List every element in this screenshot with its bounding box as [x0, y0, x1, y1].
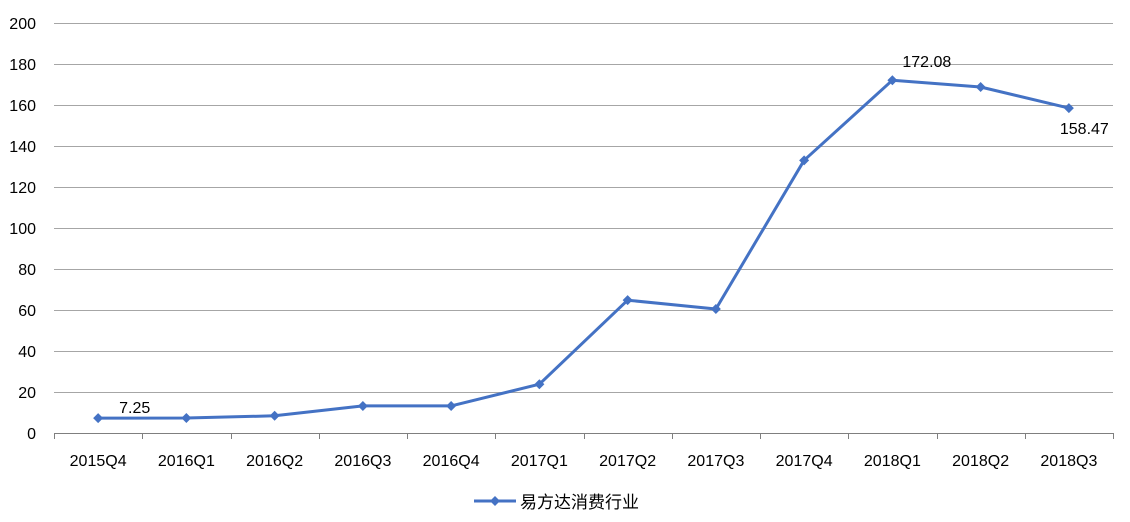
- data-point-2016Q4: [446, 400, 457, 411]
- data-point-2016Q2: [269, 410, 280, 421]
- y-tick-label-0: 0: [27, 426, 36, 443]
- data-point-2017Q3: [710, 303, 721, 314]
- data-point-2018Q1: [887, 75, 898, 86]
- y-axis-tick-labels: 0 20 40 60 80 100 120 140 160 180 200: [9, 16, 36, 443]
- data-label-2018Q1: 172.08: [902, 54, 951, 71]
- x-tick-label-2016Q2: 2016Q2: [246, 453, 303, 470]
- legend: 易方达消费行业: [474, 493, 639, 513]
- y-tick-label-60: 60: [18, 303, 36, 320]
- x-axis: [54, 433, 1114, 439]
- series-layer: [93, 75, 1074, 424]
- x-tick-label-2018Q3: 2018Q3: [1040, 453, 1097, 470]
- x-axis-tick-labels: 2015Q4 2016Q1 2016Q2 2016Q3 2016Q4 2017Q1 2017…: [70, 453, 1098, 470]
- data-point-2018Q2: [975, 81, 986, 92]
- x-tick-label-2017Q2: 2017Q2: [599, 453, 656, 470]
- x-tick-label-2016Q4: 2016Q4: [423, 453, 480, 470]
- data-point-2018Q3: [1063, 103, 1074, 114]
- y-tick-label-180: 180: [9, 57, 36, 74]
- data-labels: 7.25 172.08 158.47: [119, 54, 1109, 417]
- y-tick-label-20: 20: [18, 385, 36, 402]
- y-tick-label-200: 200: [9, 16, 36, 33]
- x-tick-label-2018Q1: 2018Q1: [864, 453, 921, 470]
- data-point-2015Q4: [93, 413, 104, 424]
- data-point-2016Q1: [181, 413, 192, 424]
- x-tick-label-2017Q3: 2017Q3: [687, 453, 744, 470]
- series-line-0: [96, 78, 1071, 420]
- data-point-2016Q3: [357, 400, 368, 411]
- y-tick-label-120: 120: [9, 180, 36, 197]
- gridlines: [54, 23, 1113, 393]
- data-point-2017Q2: [622, 295, 633, 306]
- y-tick-label-100: 100: [9, 221, 36, 238]
- x-tick-label-2016Q1: 2016Q1: [158, 453, 215, 470]
- x-tick-label-2016Q3: 2016Q3: [334, 453, 391, 470]
- y-tick-label-40: 40: [18, 344, 36, 361]
- data-label-2015Q4: 7.25: [119, 400, 150, 417]
- x-tick-label-2017Q4: 2017Q4: [776, 453, 833, 470]
- x-tick-label-2017Q1: 2017Q1: [511, 453, 568, 470]
- data-label-2018Q3: 158.47: [1060, 121, 1109, 138]
- legend-marker: [490, 496, 500, 506]
- y-tick-label-80: 80: [18, 262, 36, 279]
- y-tick-label-160: 160: [9, 98, 36, 115]
- data-point-2017Q1: [534, 379, 545, 390]
- data-point-2017Q4: [799, 155, 810, 166]
- y-tick-label-140: 140: [9, 139, 36, 156]
- x-tick-label-2015Q4: 2015Q4: [70, 453, 127, 470]
- x-tick-label-2018Q2: 2018Q2: [952, 453, 1009, 470]
- legend-label: 易方达消费行业: [520, 493, 639, 513]
